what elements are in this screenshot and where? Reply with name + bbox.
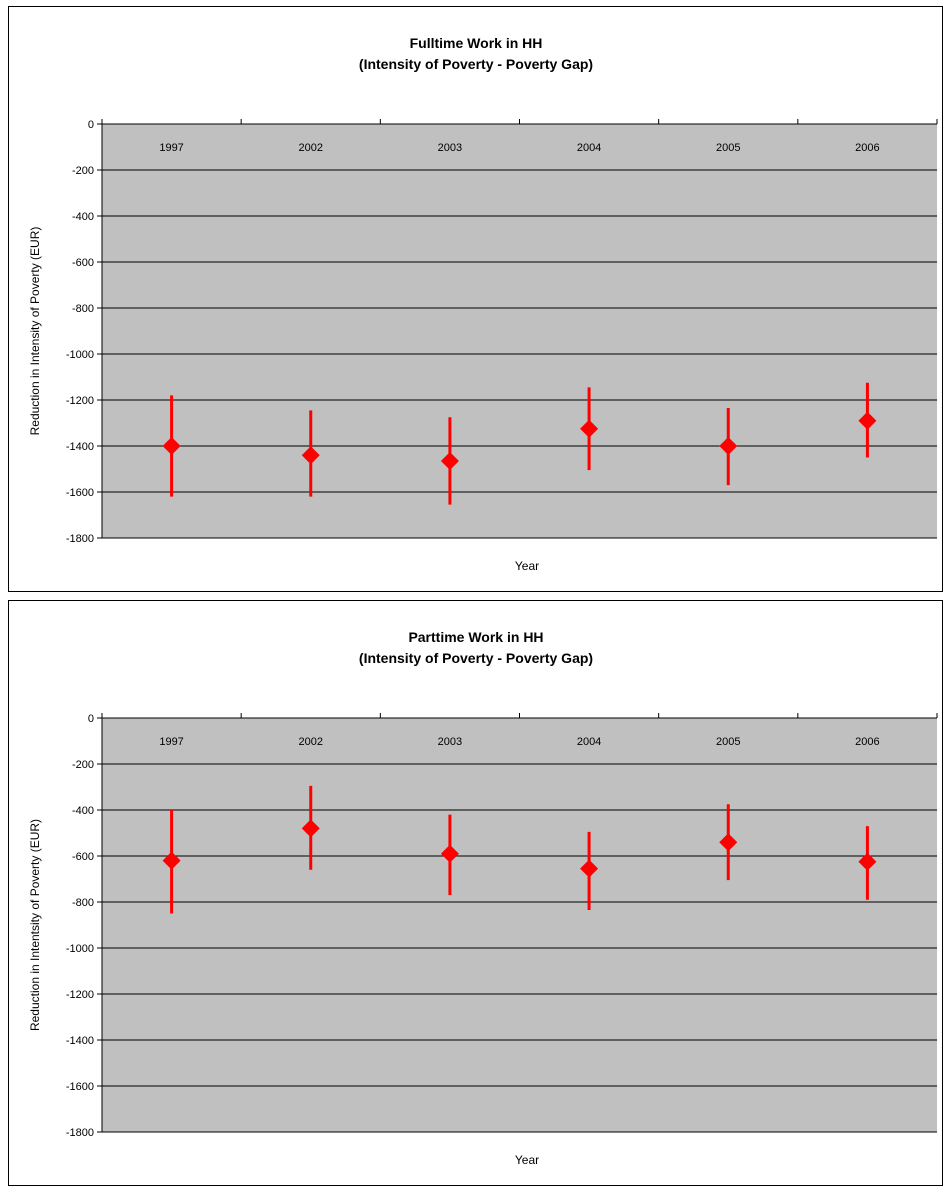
data-point bbox=[301, 819, 320, 838]
y-tick-label: -600 bbox=[72, 851, 94, 863]
y-axis-title: Reduction in Intentsity of Poverty (EUR) bbox=[28, 819, 42, 1031]
x-tick-label: 1997 bbox=[159, 736, 183, 748]
plot-area bbox=[102, 124, 937, 538]
y-tick-label: -800 bbox=[72, 897, 94, 909]
chart-subtitle: (Intensity of Poverty - Poverty Gap) bbox=[359, 56, 593, 72]
x-tick-label: 1997 bbox=[159, 142, 183, 154]
x-tick-label: 2004 bbox=[577, 736, 601, 748]
data-point bbox=[162, 851, 181, 870]
y-tick-label: -1200 bbox=[66, 395, 94, 407]
y-tick-label: -200 bbox=[72, 165, 94, 177]
y-tick-label: -1600 bbox=[66, 487, 94, 499]
y-tick-label: -1200 bbox=[66, 989, 94, 1001]
chart-subtitle: (Intensity of Poverty - Poverty Gap) bbox=[359, 650, 593, 666]
y-axis-title: Reduction in Intensity of Poverty (EUR) bbox=[28, 227, 42, 436]
y-tick-label: -600 bbox=[72, 257, 94, 269]
chart-title: Fulltime Work in HH bbox=[410, 35, 543, 51]
data-point bbox=[440, 451, 459, 470]
data-point bbox=[580, 419, 599, 438]
x-tick-label: 2004 bbox=[577, 142, 601, 154]
y-tick-label: -400 bbox=[72, 805, 94, 817]
category-axis: 1997 2002 2003 2004 2005 2006 bbox=[101, 119, 938, 154]
y-tick-label: -1600 bbox=[66, 1081, 94, 1093]
data-point bbox=[719, 833, 738, 852]
y-axis-ticks: 0 -200 -400 -600 -800 -1000 -1200 -1400 -1600 -18… bbox=[66, 119, 103, 545]
data-points bbox=[162, 382, 877, 505]
category-axis: 1997 2002 2003 2004 2005 2006 bbox=[101, 713, 938, 748]
y-tick-label: -1000 bbox=[66, 943, 94, 955]
gridlines bbox=[102, 123, 937, 539]
data-point bbox=[858, 852, 877, 871]
x-tick-label: 2006 bbox=[855, 736, 879, 748]
x-tick-label: 2006 bbox=[855, 142, 879, 154]
y-tick-label: -1000 bbox=[66, 349, 94, 361]
y-tick-label: -200 bbox=[72, 759, 94, 771]
x-tick-label: 2005 bbox=[716, 736, 740, 748]
y-tick-label: -1800 bbox=[66, 533, 94, 545]
data-point bbox=[580, 859, 599, 878]
gridlines bbox=[102, 717, 937, 1133]
parttime-chart: Parttime Work in HH (Intensity of Povert… bbox=[8, 600, 943, 1186]
y-tick-label: -400 bbox=[72, 211, 94, 223]
y-tick-label: 0 bbox=[88, 713, 94, 725]
y-tick-label: -1800 bbox=[66, 1127, 94, 1139]
x-axis-title: Year bbox=[515, 1153, 539, 1167]
x-tick-label: 2002 bbox=[299, 736, 323, 748]
x-tick-label: 2002 bbox=[299, 142, 323, 154]
data-points bbox=[162, 785, 877, 914]
data-point bbox=[719, 437, 738, 455]
fulltime-chart: Fulltime Work in HH (Intensity of Povert… bbox=[8, 6, 943, 592]
y-tick-label: -800 bbox=[72, 303, 94, 315]
x-tick-label: 2005 bbox=[716, 142, 740, 154]
y-tick-label: -1400 bbox=[66, 441, 94, 453]
data-point bbox=[858, 411, 877, 430]
x-axis-title: Year bbox=[515, 559, 539, 573]
data-point bbox=[440, 844, 459, 863]
y-axis-ticks: 0 -200 -400 -600 -800 -1000 -1200 -1400 -1600 -18… bbox=[66, 713, 103, 1139]
data-point bbox=[162, 437, 181, 455]
y-tick-label: -1400 bbox=[66, 1035, 94, 1047]
parttime-chart-svg: Parttime Work in HH (Intensity of Povert… bbox=[28, 629, 938, 1167]
plot-area bbox=[102, 718, 937, 1132]
x-tick-label: 2003 bbox=[438, 142, 462, 154]
y-tick-label: 0 bbox=[88, 119, 94, 131]
fulltime-chart-svg: Fulltime Work in HH (Intensity of Povert… bbox=[28, 35, 938, 573]
chart-title: Parttime Work in HH bbox=[408, 629, 543, 645]
data-point bbox=[301, 446, 320, 465]
x-tick-label: 2003 bbox=[438, 736, 462, 748]
